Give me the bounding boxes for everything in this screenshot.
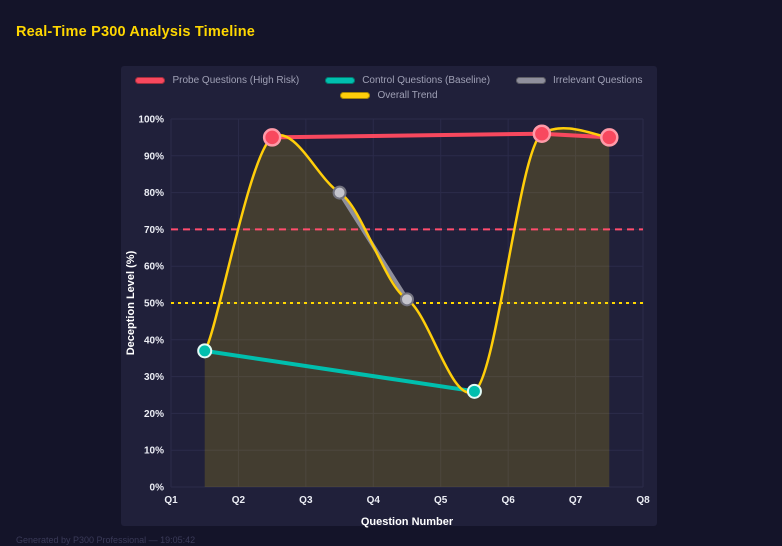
- legend-row-2: Overall Trend: [121, 90, 657, 101]
- legend-label: Overall Trend: [377, 90, 438, 101]
- legend-row-1: Probe Questions (High Risk) Control Ques…: [121, 75, 657, 86]
- y-axis-title: Deception Level (%): [125, 250, 137, 355]
- data-point-marker[interactable]: [600, 128, 619, 147]
- y-tick-label: 0%: [150, 483, 165, 494]
- data-point-marker[interactable]: [400, 292, 414, 307]
- y-tick-label: 30%: [144, 372, 164, 383]
- chart-area: Q1 Q2 Q3 Q4 Q5 Q6 Q7 Q8 0% 10% 20% 30% 40% 50% 60% 70% 8…: [121, 113, 657, 538]
- data-point-marker[interactable]: [332, 185, 347, 200]
- legend-label: Control Questions (Baseline): [362, 75, 491, 86]
- x-tick-label: Q6: [501, 495, 515, 506]
- x-tick-label: Q3: [299, 495, 313, 506]
- page-title: Real-Time P300 Analysis Timeline: [16, 24, 256, 40]
- legend-label: Probe Questions (High Risk): [172, 75, 300, 86]
- y-tick-label: 100%: [138, 115, 164, 126]
- footer-note: Generated by P300 Professional — 19:05:4…: [16, 535, 196, 545]
- y-tick-label: 60%: [144, 262, 164, 273]
- x-tick-label: Q2: [232, 495, 246, 506]
- x-axis-title: Question Number: [361, 516, 454, 528]
- legend-item-probe[interactable]: Probe Questions (High Risk): [135, 75, 299, 86]
- x-tick-label: Q4: [367, 495, 381, 506]
- timeline-chart: Q1 Q2 Q3 Q4 Q5 Q6 Q7 Q8 0% 10% 20% 30% 40% 50% 60% 70% 8…: [125, 115, 650, 529]
- chart-panel: Probe Questions (High Risk) Control Ques…: [121, 66, 657, 528]
- trend-area-fill: [204, 128, 610, 488]
- legend-swatch-trend: [340, 92, 371, 99]
- legend-item-irrelevant[interactable]: Irrelevant Questions: [516, 75, 643, 86]
- legend-label: Irrelevant Questions: [553, 75, 643, 86]
- legend-swatch-irrelevant: [516, 77, 547, 84]
- data-point-marker[interactable]: [466, 383, 482, 399]
- y-tick-label: 10%: [144, 446, 164, 457]
- x-tick-label: Q5: [434, 495, 448, 506]
- y-tick-label: 70%: [144, 225, 164, 236]
- legend-swatch-control: [325, 77, 356, 84]
- legend-swatch-probe: [135, 77, 166, 84]
- data-point-marker[interactable]: [262, 128, 282, 147]
- y-tick-label: 40%: [144, 335, 164, 346]
- data-point-marker[interactable]: [532, 124, 552, 143]
- legend-item-trend[interactable]: Overall Trend: [340, 90, 438, 101]
- y-tick-label: 50%: [144, 299, 164, 310]
- chart-legend: Probe Questions (High Risk) Control Ques…: [121, 66, 657, 113]
- y-tick-label: 20%: [144, 409, 164, 420]
- y-tick-label: 80%: [144, 188, 164, 199]
- x-tick-label: Q7: [569, 495, 583, 506]
- legend-item-control[interactable]: Control Questions (Baseline): [325, 75, 490, 86]
- y-tick-label: 90%: [144, 151, 164, 162]
- x-tick-label: Q1: [164, 495, 178, 506]
- x-tick-label: Q8: [636, 495, 650, 506]
- data-point-marker[interactable]: [197, 343, 213, 359]
- series-line: [202, 348, 477, 394]
